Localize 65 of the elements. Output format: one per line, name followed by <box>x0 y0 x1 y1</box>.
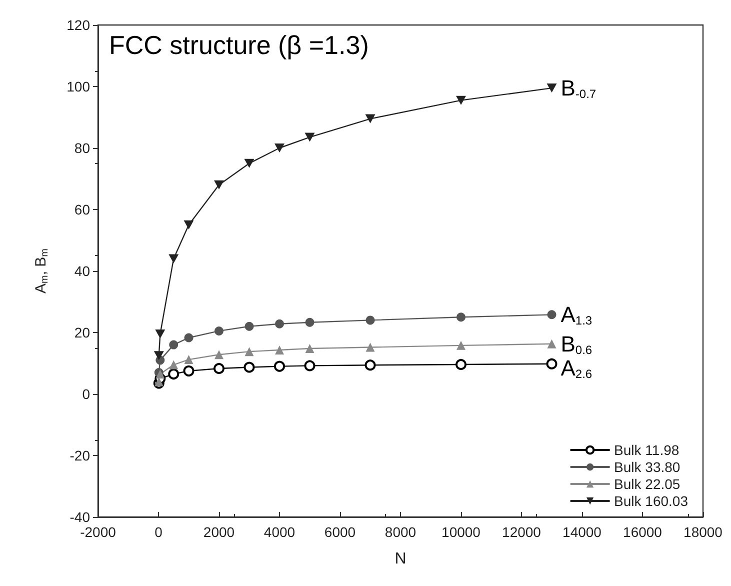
point <box>244 322 254 331</box>
legend-label: Bulk 11.98 <box>614 442 680 458</box>
point <box>274 144 284 152</box>
y-tick-label: -20 <box>70 448 90 464</box>
point <box>546 358 558 370</box>
point <box>168 254 179 264</box>
point <box>155 330 166 339</box>
point <box>364 360 376 371</box>
y-tick-label: 40 <box>74 263 90 279</box>
point <box>546 84 557 93</box>
point <box>274 360 285 372</box>
y-tick-label: 80 <box>74 140 90 156</box>
legend-label: Bulk 160.03 <box>614 493 688 509</box>
point <box>304 132 315 142</box>
point <box>214 326 224 336</box>
y-axis-title: Am, Bm <box>32 248 50 294</box>
x-tick-label: 8000 <box>384 524 416 540</box>
point <box>456 358 466 370</box>
point <box>365 114 376 124</box>
point <box>169 340 178 350</box>
x-tick-label: 14000 <box>562 524 602 540</box>
point <box>154 351 164 360</box>
y-tick-label: -40 <box>70 509 90 525</box>
point <box>456 340 466 350</box>
point <box>184 333 194 342</box>
chart-title: FCC structure (β =1.3) <box>109 30 369 60</box>
point <box>456 96 466 105</box>
y-tick-label: 20 <box>74 324 90 340</box>
point <box>244 347 254 356</box>
y-tick-label: 60 <box>74 202 90 218</box>
x-tick-label: 16000 <box>623 524 662 540</box>
point <box>169 360 178 370</box>
x-tick-label: 2000 <box>203 524 235 540</box>
legend-label: Bulk 22.05 <box>614 476 680 492</box>
point <box>366 316 375 325</box>
point <box>168 368 180 380</box>
point <box>184 355 194 364</box>
point <box>304 360 316 372</box>
point <box>214 362 224 374</box>
x-axis-title: N <box>394 550 406 568</box>
point <box>547 339 556 348</box>
x-tick-label: 4000 <box>264 524 296 540</box>
point <box>547 310 556 320</box>
x-tick-label: 10000 <box>442 524 481 540</box>
point <box>275 346 284 355</box>
point <box>275 319 284 328</box>
y-tick-label: 0 <box>82 386 90 402</box>
x-tick-label: -2000 <box>80 524 116 540</box>
point <box>456 312 466 322</box>
point <box>214 180 224 190</box>
y-tick-label: 120 <box>66 17 90 33</box>
x-tick-label: 12000 <box>502 524 542 540</box>
point <box>305 318 314 327</box>
point <box>214 350 224 360</box>
point <box>183 365 194 376</box>
y-tick-label: 100 <box>66 78 90 94</box>
point <box>305 344 314 353</box>
point <box>244 362 255 373</box>
x-tick-label: 18000 <box>684 524 723 540</box>
point <box>366 342 375 352</box>
point <box>244 158 254 168</box>
x-tick-label: 0 <box>154 524 163 540</box>
point <box>184 220 194 230</box>
x-tick-label: 6000 <box>324 524 356 540</box>
legend-label: Bulk 33.80 <box>614 459 680 475</box>
